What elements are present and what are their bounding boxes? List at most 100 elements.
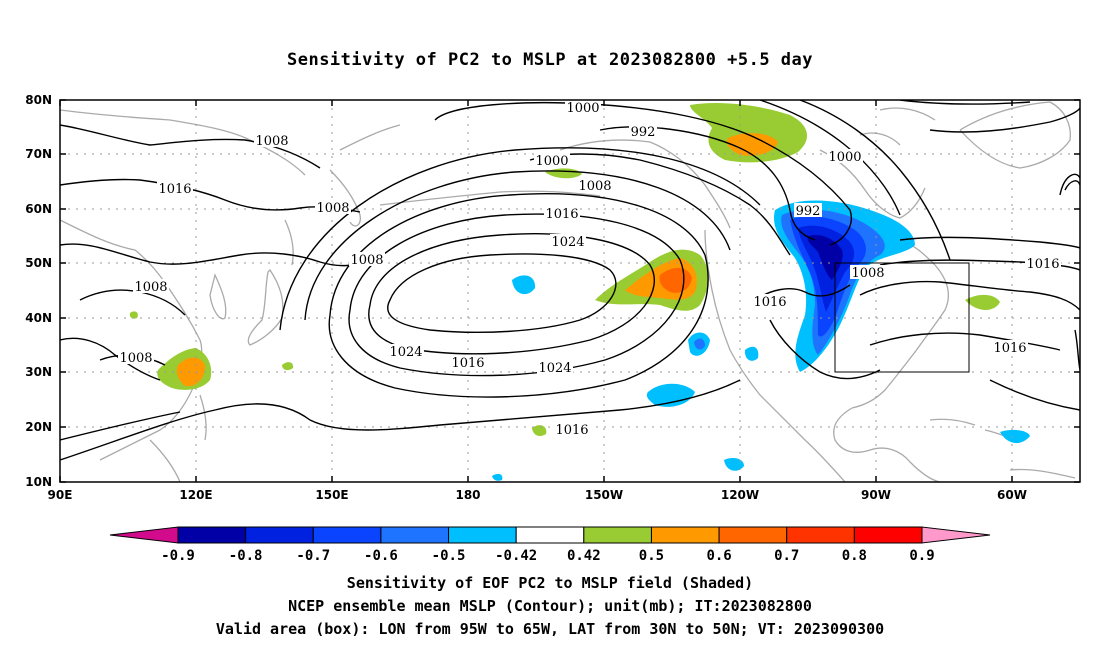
contour-label: 1024 <box>538 361 571 376</box>
contour-label-bg <box>118 350 154 364</box>
shading-neg-lvl5 <box>807 234 843 280</box>
caption-contour: NCEP ensemble mean MSLP (Contour); unit(… <box>288 597 812 615</box>
colorbar-label: -0.9 <box>161 548 195 564</box>
contour-label-bg <box>992 340 1028 354</box>
contour-label-bg <box>544 206 580 220</box>
contour-label-bg <box>577 178 613 192</box>
shading-neg-small-8 <box>492 473 503 481</box>
colorbar-label: -0.6 <box>364 548 398 564</box>
lon-label: 60W <box>997 488 1027 502</box>
valid-area-box <box>834 262 970 373</box>
contour-label-bg <box>157 181 193 195</box>
contour-label: 1024 <box>551 235 584 250</box>
lon-label: 150E <box>315 488 348 502</box>
contour-label-bg <box>534 153 570 167</box>
caption-valid-area: Valid area (box): LON from 95W to 65W, L… <box>215 620 885 638</box>
lon-label: 90W <box>861 488 891 502</box>
lat-label: 50N <box>25 256 52 270</box>
contour-label-bg <box>550 234 586 248</box>
contour-label: 1016 <box>158 182 191 197</box>
colorbar-label: 0.42 <box>567 548 601 564</box>
colorbar-segment <box>312 526 382 544</box>
contour-label: 1016 <box>993 341 1026 356</box>
mslp-contours <box>60 100 1080 461</box>
shading-neg-small-5 <box>744 346 759 361</box>
colorbar-low-triangle <box>109 526 179 544</box>
lat-label: 70N <box>25 147 52 161</box>
shading-neg-small-7 <box>724 458 744 471</box>
colorbar: -0.9 -0.8 -0.7 -0.6 -0.5 -0.42 0.42 0.5 0.6 0.7 0.… <box>109 526 991 564</box>
contour-label-bg <box>554 422 590 436</box>
contour-label: 1024 <box>389 345 422 360</box>
colorbar-segment <box>718 526 788 544</box>
lat-label: 60N <box>25 202 52 216</box>
contour-label-bg <box>388 344 424 358</box>
lat-label: 40N <box>25 311 52 325</box>
lat-label: 10N <box>25 475 52 489</box>
colorbar-segment <box>786 526 855 544</box>
contour-label: 1016 <box>451 356 484 371</box>
colorbar-label: 0.6 <box>706 548 731 564</box>
contour-label-bg <box>537 360 573 374</box>
contour-labels: 1000 992 1008 1000 1016 1008 1008 1000 1008 1016 1… <box>118 100 1061 438</box>
sensitivity-shading <box>129 103 1030 481</box>
contour-label-bg <box>254 133 290 147</box>
contour-label: 1008 <box>255 134 288 149</box>
contour-label-bg <box>1025 256 1061 270</box>
shading-neg-small-2 <box>646 383 695 407</box>
map-content <box>60 100 1080 482</box>
contour-label: 992 <box>796 204 821 219</box>
colorbar-label: -0.5 <box>432 548 466 564</box>
colorbar-label: -0.8 <box>229 548 263 564</box>
shading-pos-taiwan-lvl2 <box>176 357 206 387</box>
map-frame <box>59 99 1081 483</box>
contour-label: 1008 <box>350 253 383 268</box>
lon-label: 120W <box>721 488 759 502</box>
shading-neg-small-1 <box>512 275 536 295</box>
contour-label: 1016 <box>753 295 786 310</box>
lat-label: 30N <box>25 365 52 379</box>
colorbar-segment <box>448 526 517 544</box>
colorbar-segment <box>515 526 585 544</box>
lat-label: 80N <box>25 93 52 107</box>
contour-label: 1016 <box>545 207 578 222</box>
lon-label: 150W <box>585 488 623 502</box>
contour-label-bg <box>450 355 486 369</box>
colorbar-label: -0.42 <box>495 548 537 564</box>
shading-pos-small-5 <box>129 311 138 319</box>
colorbar-label: 0.8 <box>842 548 867 564</box>
colorbar-high-triangle <box>921 526 991 544</box>
shading-pos-small-2 <box>965 294 1000 310</box>
contour-label-bg <box>850 265 886 279</box>
contour-label-bg <box>133 279 169 293</box>
colorbar-segment <box>380 526 450 544</box>
contour-label: 1008 <box>134 280 167 295</box>
shading-pos-small-3 <box>282 362 294 371</box>
lon-label: 120E <box>179 488 212 502</box>
colorbar-label: -0.7 <box>296 548 330 564</box>
contour-label-bg <box>752 294 788 308</box>
colorbar-segment <box>853 526 923 544</box>
colorbar-segment <box>583 526 652 544</box>
shading-neg-small-6 <box>1000 429 1030 444</box>
contour-label: 992 <box>631 125 656 140</box>
contour-label: 1000 <box>535 154 568 169</box>
contour-label-bg <box>315 200 351 214</box>
caption-shading: Sensitivity of EOF PC2 to MSLP field (Sh… <box>346 574 754 592</box>
shading-neg-small-4 <box>694 338 705 350</box>
contour-label-bg <box>349 252 385 266</box>
colorbar-segment <box>177 526 247 544</box>
shading-pos-small-1 <box>545 168 582 179</box>
contour-label-bg <box>827 149 863 163</box>
contour-label: 1008 <box>851 266 884 281</box>
shading-pos-small-4 <box>532 425 547 436</box>
colorbar-segment <box>650 526 720 544</box>
contour-label: 1000 <box>566 101 599 116</box>
shading-pos-arctic-lvl2 <box>726 133 778 156</box>
colorbar-label: 0.9 <box>909 548 934 564</box>
colorbar-label: 0.7 <box>774 548 799 564</box>
contour-label: 1000 <box>828 150 861 165</box>
lon-label: 90E <box>48 488 73 502</box>
contour-label: 1008 <box>316 201 349 216</box>
